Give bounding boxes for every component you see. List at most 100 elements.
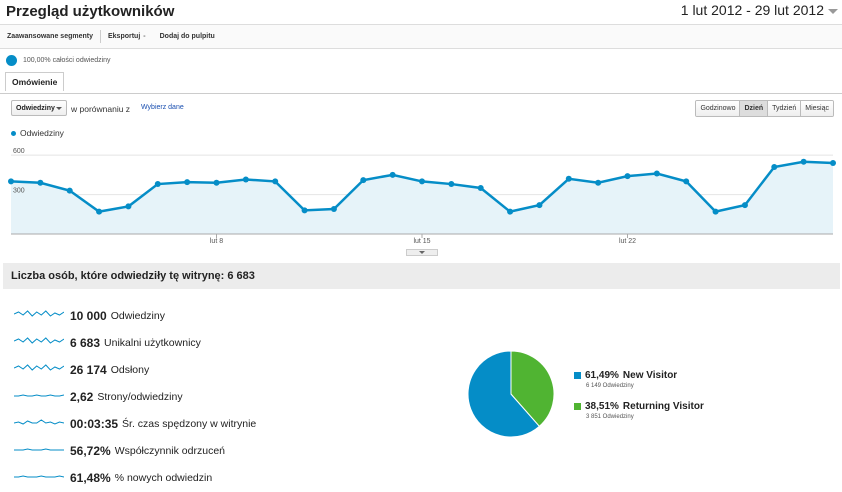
chart-resize-handle[interactable]: [406, 249, 438, 256]
stat-label: Odwiedziny: [110, 309, 165, 322]
tab-divider: [0, 93, 842, 94]
data-point: [653, 170, 660, 177]
pie-legend-item: 38,51% Returning Visitor 3 851 Odwiedziny: [574, 401, 704, 420]
sparkline-icon: [14, 418, 64, 425]
advanced-segments-button[interactable]: Zaawansowane segmenty: [7, 33, 93, 40]
pie-legend-row: 38,51% Returning Visitor: [574, 401, 704, 412]
data-point: [242, 176, 249, 183]
date-range-picker[interactable]: 1 lut 2012 - 29 lut 2012: [681, 2, 838, 18]
choose-metric-link[interactable]: Wybierz dane: [141, 104, 184, 111]
add-to-dashboard-button[interactable]: Dodaj do pulpitu: [159, 33, 215, 40]
stat-label: Unikalni użytkownicy: [104, 336, 201, 349]
chevron-down-icon: [419, 251, 425, 254]
visitor-type-pie: [468, 351, 555, 438]
data-point: [389, 171, 396, 178]
data-point: [360, 177, 367, 184]
sparkline-icon: [14, 336, 64, 344]
sparkline-icon: [14, 363, 64, 371]
data-point: [741, 202, 748, 209]
data-point: [37, 179, 44, 186]
data-point: [800, 158, 807, 165]
chart-area: [11, 161, 833, 234]
segment-indicator: 100,00% całości odwiedziny: [6, 55, 111, 66]
summary-header: Liczba osób, które odwiedziły tę witrynę…: [3, 263, 840, 289]
pie-slice: [510, 351, 555, 427]
data-point: [301, 207, 308, 214]
legend-swatch: [574, 372, 581, 379]
chart-legend: Odwiedziny: [11, 128, 64, 138]
chevron-down-icon: [56, 106, 62, 110]
data-point: [683, 178, 690, 185]
pie-sub: 3 851 Odwiedziny: [586, 414, 634, 420]
stat-row: 10 000 Odwiedziny: [14, 302, 256, 329]
stat-row: 2,62 Strony/odwiedziny: [14, 383, 256, 410]
metric-select-value: Odwiedziny: [16, 104, 55, 112]
data-point: [595, 179, 602, 186]
stat-row: 26 174 Odsłony: [14, 356, 256, 383]
granularity-month-button[interactable]: Miesiąc: [800, 101, 833, 116]
stat-row: 00:03:35 Śr. czas spędzony w witrynie: [14, 410, 256, 437]
pie-percent: 38,51%: [585, 401, 619, 412]
x-tick-label: lut 15: [413, 238, 430, 245]
data-point: [536, 202, 543, 209]
y-tick-label: 600: [13, 148, 25, 155]
stat-value: 56,72%: [70, 443, 111, 458]
data-point: [448, 181, 455, 188]
stat-label: Współczynnik odrzuceń: [114, 444, 225, 457]
legend-swatch: [574, 403, 581, 410]
tab-overview[interactable]: Omówienie: [5, 72, 65, 91]
stat-value: 61,48%: [70, 470, 111, 485]
data-point: [565, 175, 572, 182]
data-point: [213, 179, 220, 186]
data-point: [771, 163, 778, 170]
sparkline-icon: [14, 393, 64, 396]
stat-value: 00:03:35: [70, 416, 119, 431]
export-label: Eksportuj: [107, 33, 141, 40]
data-point: [272, 178, 279, 185]
legend-dot: [11, 130, 16, 136]
stat-label: Śr. czas spędzony w witrynie: [122, 417, 257, 430]
data-point: [507, 208, 514, 215]
pie-sub: 6 149 Odwiedziny: [586, 383, 634, 389]
pie-legend-item: 61,49% New Visitor 6 149 Odwiedziny: [574, 370, 677, 389]
pie-name: Returning Visitor: [622, 401, 704, 412]
data-point: [184, 179, 191, 186]
data-point: [624, 173, 631, 180]
stat-value: 6 683: [70, 335, 101, 350]
stats-list: 10 000 Odwiedziny 6 683 Unikalni użytkownic…: [14, 302, 256, 491]
page-title: Przegląd użytkowników: [6, 3, 175, 20]
segment-label: 100,00% całości odwiedziny: [23, 57, 111, 64]
toolbar: Zaawansowane segmenty Eksportuj - Dodaj …: [0, 24, 842, 49]
data-point: [96, 208, 103, 215]
stat-label: Odsłony: [110, 363, 150, 376]
stat-row: 6 683 Unikalni użytkownicy: [14, 329, 256, 356]
sparkline-icon: [14, 474, 64, 477]
legend-label: Odwiedziny: [20, 128, 64, 138]
granularity-day-button[interactable]: Dzień: [739, 101, 768, 116]
export-button[interactable]: Eksportuj -: [99, 30, 153, 43]
pie-legend-row: 61,49% New Visitor: [574, 370, 677, 381]
stat-row: 56,72% Współczynnik odrzuceń: [14, 437, 256, 464]
x-tick-label: lut 22: [619, 238, 636, 245]
tab-bar: Omówienie: [5, 72, 65, 93]
data-point: [419, 178, 425, 185]
data-point: [125, 203, 132, 210]
data-point: [830, 160, 836, 167]
visits-line-chart: 600 300 lut 8 lut 15 lut 22: [8, 148, 836, 245]
chevron-down-icon[interactable]: [828, 8, 838, 14]
y-tick-label: 300: [13, 188, 25, 195]
sparkline-icon: [14, 309, 64, 317]
granularity-week-button[interactable]: Tydzień: [767, 101, 801, 116]
granularity-selector: Godzinowo Dzień Tydzień Miesiąc: [695, 100, 834, 117]
data-point: [477, 185, 484, 191]
pie-percent: 61,49%: [585, 370, 619, 381]
sparkline-icon: [14, 447, 64, 450]
granularity-hourly-button[interactable]: Godzinowo: [696, 101, 740, 116]
data-point: [712, 208, 719, 215]
metric-select[interactable]: Odwiedziny: [11, 100, 67, 116]
stat-value: 26 174: [70, 362, 107, 377]
pie-slice: [468, 351, 541, 438]
export-caret: -: [143, 33, 146, 40]
stat-row: 61,48%% nowych odwiedzin: [14, 464, 256, 491]
stat-value: 10 000: [70, 308, 107, 323]
